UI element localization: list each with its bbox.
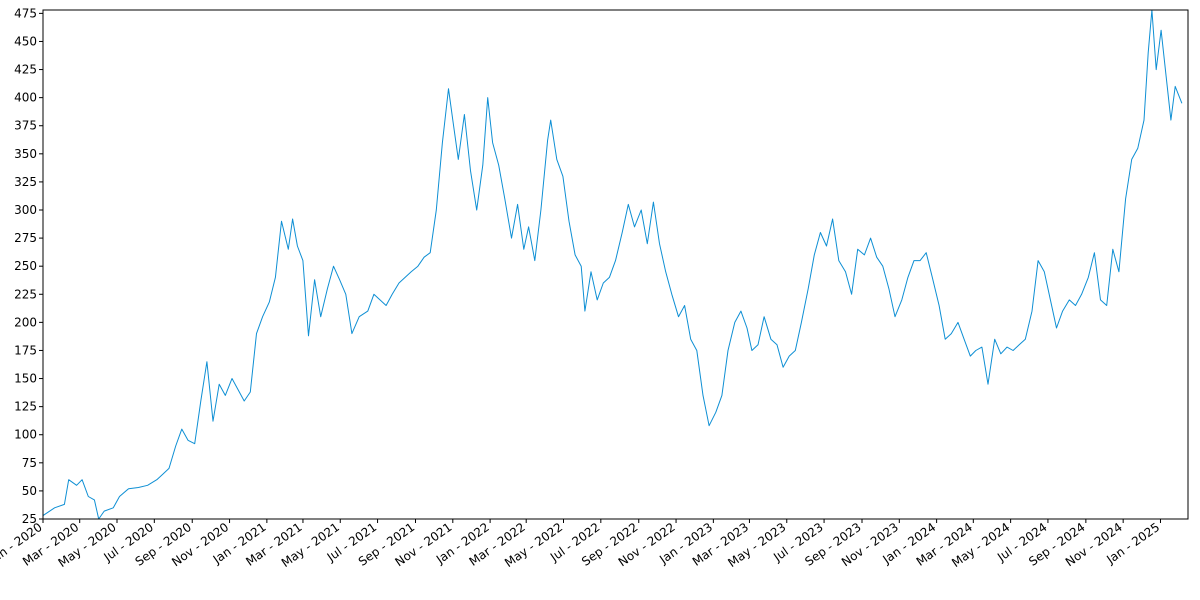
y-tick-label: 200 [14, 315, 37, 329]
y-tick-label: 50 [22, 484, 37, 498]
series-line [42, 9, 1183, 520]
y-tick-label: 250 [14, 259, 37, 273]
y-tick-label: 100 [14, 428, 37, 442]
y-tick-label: 225 [14, 287, 37, 301]
y-tick-label: 150 [14, 372, 37, 386]
y-tick-label: 400 [14, 91, 37, 105]
y-tick-label: 425 [14, 63, 37, 77]
y-tick-label: 300 [14, 203, 37, 217]
y-tick-label: 350 [14, 147, 37, 161]
y-tick-label: 475 [14, 6, 37, 20]
y-tick-label: 325 [14, 175, 37, 189]
y-tick-label: 375 [14, 119, 37, 133]
y-tick-label: 175 [14, 343, 37, 357]
y-tick-label: 75 [22, 456, 37, 470]
plot-frame [42, 9, 1189, 520]
y-tick-label: 450 [14, 34, 37, 48]
y-axis-ticks: 25 50 75 100 125 150 175 200 225 250 275 300 325 350 3… [14, 6, 43, 526]
y-tick-label: 25 [22, 512, 37, 526]
y-tick-label: 275 [14, 231, 37, 245]
y-tick-label: 125 [14, 400, 37, 414]
